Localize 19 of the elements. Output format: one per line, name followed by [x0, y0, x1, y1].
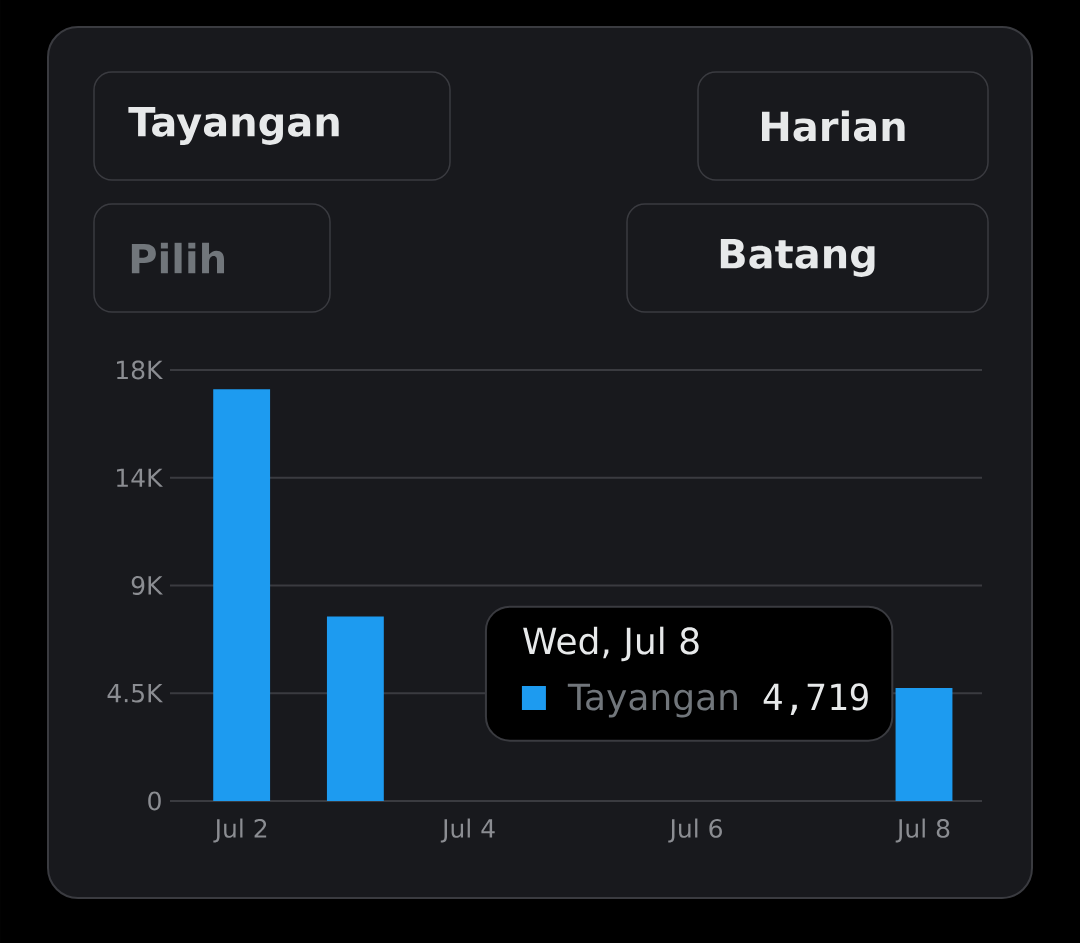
x-tick-label: Jul 2 [213, 818, 267, 843]
text: Harian [761, 110, 905, 142]
bar [326, 616, 384, 801]
y-tick-label: 0 [148, 791, 161, 811]
annotation: 4,719 [763, 683, 868, 716]
annotation: Wed, Jul 8 [523, 626, 699, 662]
y-tick-label: 14K [117, 468, 163, 487]
x-tick-label: Jul 4 [440, 818, 495, 843]
x-tick-label: Jul 8 [895, 818, 950, 843]
text: Batang [720, 239, 875, 277]
text: Pilih [131, 242, 225, 274]
bar [895, 687, 953, 801]
y-tick-label: 9K [131, 576, 163, 595]
legend-label: Tayangan [567, 683, 737, 718]
x-tick-label: Jul 6 [668, 818, 722, 843]
bar [213, 389, 271, 801]
text: Tayangan [128, 107, 339, 145]
y-tick-label: 4.5K [107, 683, 163, 703]
y-tick-label: 18K [117, 360, 163, 380]
